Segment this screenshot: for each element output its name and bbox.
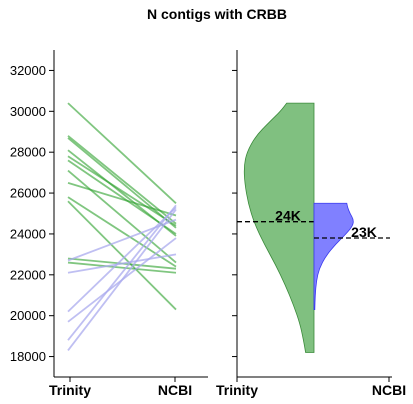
- pair-line: [67, 196, 177, 268]
- y-tick-label: 30000: [10, 104, 46, 119]
- pair-line: [67, 253, 177, 274]
- y-tick-label: 24000: [10, 226, 46, 241]
- paired-lines: [67, 102, 177, 351]
- y-tick-label: 18000: [10, 349, 46, 364]
- pair-line: [67, 204, 177, 341]
- pair-line: [67, 135, 177, 225]
- violins: 24K 23K: [237, 102, 390, 353]
- tick-label-ncbi-right: NCBI: [372, 382, 406, 398]
- tick-label-trinity-right: Trinity: [216, 382, 258, 398]
- y-tick-label: 26000: [10, 186, 46, 201]
- mean-label-trinity: 24K: [275, 208, 301, 224]
- pair-line: [67, 155, 177, 227]
- chart-title: N contigs with CRBB: [147, 6, 287, 22]
- violin-trinity: [243, 102, 315, 353]
- pair-line: [67, 137, 177, 229]
- y-ticks: 18000 20000 22000 24000 26000 28000 30000 32000: [10, 63, 176, 382]
- mean-label-ncbi: 23K: [351, 224, 377, 240]
- pair-line: [67, 200, 177, 311]
- tick-label-trinity: Trinity: [49, 382, 91, 398]
- violin-ncbi: [313, 202, 354, 310]
- pair-line: [67, 102, 177, 204]
- pair-line: [67, 208, 177, 351]
- right-panel: 24K 23K Trinity NCBI: [216, 50, 406, 398]
- pair-line: [67, 159, 177, 235]
- right-y-ticks: [232, 69, 390, 382]
- y-tick-label: 28000: [10, 145, 46, 160]
- pair-line: [67, 169, 177, 264]
- pair-line: [67, 181, 177, 217]
- y-tick-label: 20000: [10, 308, 46, 323]
- pair-line: [67, 206, 177, 313]
- pair-line: [67, 261, 177, 274]
- y-tick-label: 32000: [10, 63, 46, 78]
- y-tick-label: 22000: [10, 267, 46, 282]
- tick-label-ncbi: NCBI: [158, 382, 192, 398]
- left-panel: 18000 20000 22000 24000 26000 28000 30000 32000…: [10, 50, 208, 398]
